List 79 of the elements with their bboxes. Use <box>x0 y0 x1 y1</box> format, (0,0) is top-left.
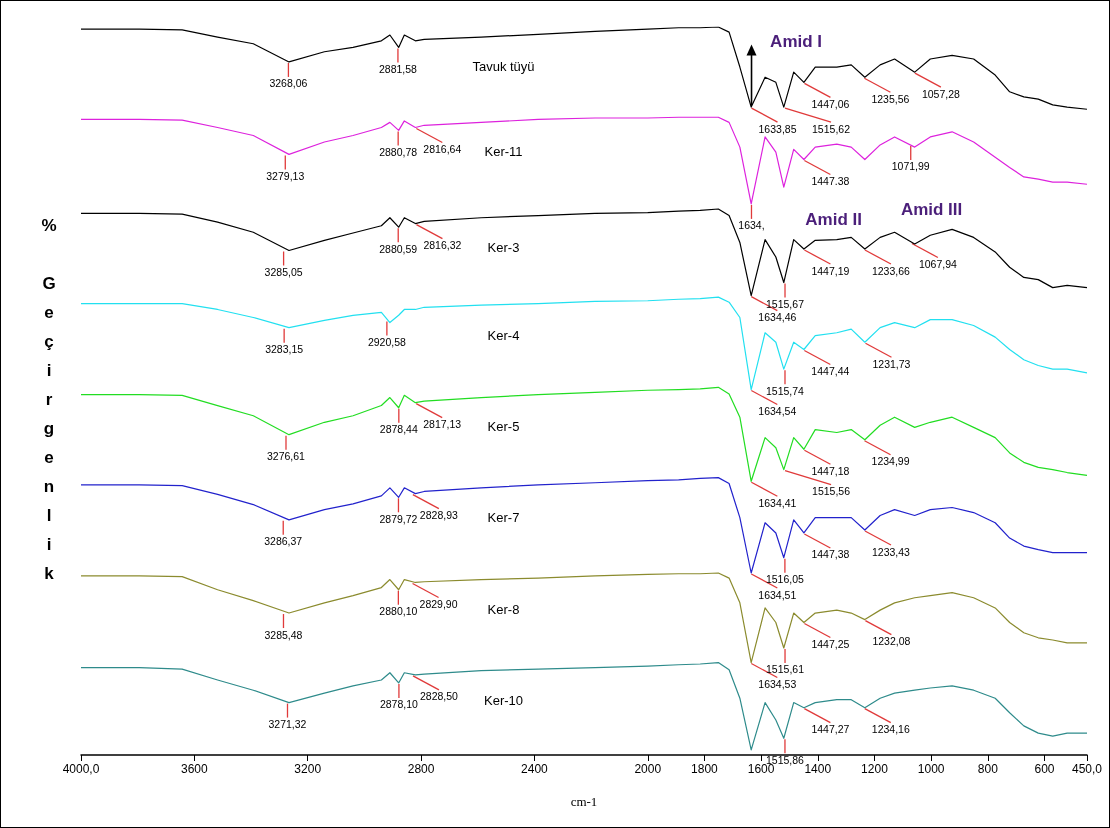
x-tick-label: 1200 <box>861 762 889 776</box>
annotation: 1067,94 <box>918 257 958 270</box>
annotation: Amid III <box>900 199 963 219</box>
x-tick-label: 2400 <box>521 762 549 776</box>
annotation: 1634,53 <box>758 678 797 691</box>
x-tick-label: 800 <box>977 762 999 776</box>
annotation: 2881,58 <box>378 62 418 75</box>
annotation: 3271,32 <box>268 718 307 731</box>
annotation: 1634,51 <box>758 588 797 601</box>
x-tick-label: 3200 <box>294 762 322 776</box>
annotation: 3279,13 <box>266 169 305 182</box>
annotation: 1232,08 <box>872 635 911 648</box>
annotation: 3276,61 <box>267 450 306 463</box>
annotation: 2880,10 <box>379 605 418 618</box>
annotation: 1447,19 <box>811 264 850 277</box>
annotation: 2817,13 <box>423 418 462 431</box>
annotation: 1071,99 <box>891 160 930 173</box>
annotation: 2920,58 <box>367 335 407 348</box>
annotation: 3285,48 <box>264 628 303 641</box>
annotation: 1633,85 <box>758 122 797 135</box>
annotation: Amid I <box>770 32 823 52</box>
x-tick-label: 450,0 <box>1071 762 1103 776</box>
annotation: Amid II <box>805 210 862 230</box>
annotation: 1447,06 <box>811 97 850 110</box>
series-label: Ker-5 <box>487 419 520 435</box>
x-axis-title: cm-1 <box>570 794 598 809</box>
annotation: 1515,56 <box>812 485 851 498</box>
annotation: 1515,62 <box>812 122 851 135</box>
annotation: 1233,66 <box>871 264 911 277</box>
annotation: 1234,16 <box>871 723 910 736</box>
series-label: Ker-7 <box>487 509 520 525</box>
series-label: Ker-3 <box>487 239 520 255</box>
annotation: 2829,90 <box>419 597 458 610</box>
x-tick-label: 3600 <box>181 762 209 776</box>
annotation: 2879,72 <box>379 512 418 525</box>
annotation: 2828,93 <box>419 509 458 522</box>
series-label: Ker-11 <box>484 144 523 160</box>
annotation: 1634,54 <box>758 405 797 418</box>
annotation: 1447,25 <box>811 638 850 650</box>
annotation: 1634,41 <box>758 496 797 509</box>
series-label: Ker-10 <box>484 692 524 708</box>
annotation: 2816,64 <box>423 142 462 155</box>
annotation: 2880,59 <box>379 242 418 255</box>
annotation: 1447,18 <box>811 464 850 477</box>
annotation: 1634, <box>738 219 765 232</box>
annotation: 1515,67 <box>766 298 805 311</box>
annotation: 1057,28 <box>921 87 961 100</box>
annotation: 2828,50 <box>420 690 459 703</box>
annotation: 1234,99 <box>871 455 910 468</box>
annotation: 2878,44 <box>379 423 418 436</box>
text: % Geçirgenlik <box>41 216 57 583</box>
annotation: 1634,46 <box>758 311 797 324</box>
annotation: 1516,05 <box>765 573 805 586</box>
series-label: Tavuk tüyü <box>472 59 535 75</box>
annotation: 1233,43 <box>872 545 911 558</box>
series-label: Ker-4 <box>487 327 520 343</box>
x-tick-label: 2800 <box>407 762 435 776</box>
annotation: 1447,38 <box>811 548 850 561</box>
x-tick-label: 1400 <box>804 762 832 776</box>
annotation: 1515,74 <box>766 384 805 397</box>
x-tick-label: 2000 <box>634 762 662 776</box>
x-tick-label: 600 <box>1034 762 1055 776</box>
annotation: 2878,10 <box>379 698 419 711</box>
series-label: Ker-8 <box>487 601 520 617</box>
annotation: 1235,56 <box>871 92 910 105</box>
annotation: 3283,15 <box>265 343 304 356</box>
annotation: 1447,44 <box>811 365 850 377</box>
x-tick-label: 1800 <box>691 762 719 776</box>
x-tick-label: 4000,0 <box>62 762 100 776</box>
annotation: 3286,37 <box>264 535 303 548</box>
annotation: 1447.38 <box>811 175 850 187</box>
annotation: 1515,61 <box>766 663 805 676</box>
annotation: 2880,78 <box>379 145 418 158</box>
annotation: 1447,27 <box>811 723 850 736</box>
annotation: 2816,32 <box>423 239 462 252</box>
x-tick-label: 1000 <box>917 762 945 776</box>
annotation: 1231,73 <box>872 357 911 370</box>
annotation: 3268,06 <box>269 77 308 90</box>
annotation: 3285,05 <box>264 266 303 278</box>
